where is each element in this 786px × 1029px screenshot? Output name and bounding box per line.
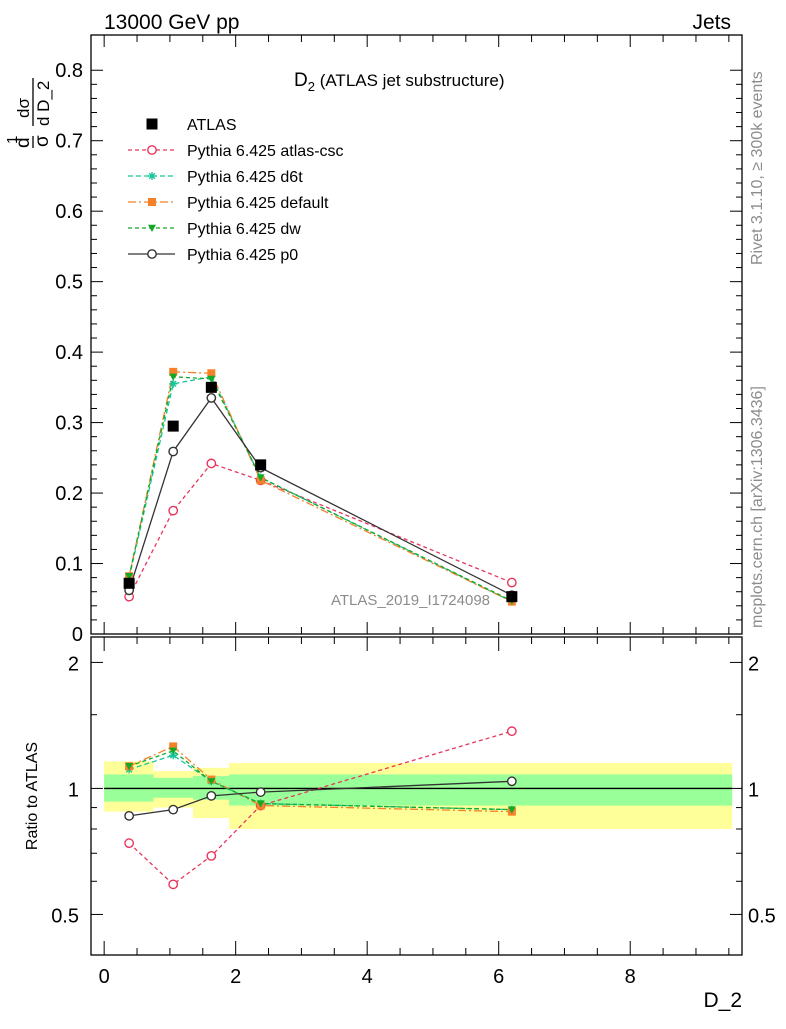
ratio-ytick-label-left: 0.5: [51, 905, 79, 927]
ratio-point-default: [169, 742, 178, 751]
main-ytick-label: 0.4: [55, 342, 83, 364]
main-point-default: [207, 369, 216, 378]
main-ytick-label: 0.8: [55, 60, 83, 82]
main-point-dw: [207, 375, 216, 383]
main-ytick-label: 0.2: [55, 483, 83, 505]
ratio-ytick-label-left: 2: [68, 653, 79, 675]
main-ytick-label: 0.3: [55, 413, 83, 435]
legend-label-atlas-csc: Pythia 6.425 atlas-csc: [187, 143, 344, 160]
main-frame-rect: [90, 34, 743, 635]
main-point-p0: [168, 446, 179, 457]
main-point-atlas: [506, 591, 518, 603]
main-point-dw: [169, 373, 178, 381]
main-ytick-label: 0: [72, 624, 83, 646]
ratio-point-atlas-csc: [124, 838, 135, 849]
main-point-atlas: [255, 459, 267, 471]
main-point-atlas-csc: [168, 505, 179, 516]
main-line-default: [128, 371, 513, 603]
ratio-point-p0: [124, 810, 135, 821]
star-stroke: [169, 380, 177, 388]
ratio-xtick-label: 4: [362, 966, 373, 988]
main-panel-series: [123, 367, 518, 606]
main-ytick-label: 0.5: [55, 272, 83, 294]
main-panel-frame: 0 0.1 0.2 0.3 0.4 0.5 0.6 0.7 0.8: [55, 34, 743, 646]
analysis-watermark: ATLAS_2019_I1724098: [331, 592, 490, 609]
ratio-point-dw: [125, 763, 134, 771]
svg-text:σ: σ: [32, 135, 53, 147]
ratio-point-p0: [255, 787, 266, 797]
legend-marker-atlas: [146, 118, 158, 130]
ratio-xtick-label: 8: [625, 966, 636, 988]
ratio-point-atlas-csc: [168, 879, 179, 890]
legend-marker-dw: [148, 224, 156, 232]
ratio-ytick-label-right: 2: [748, 653, 759, 675]
main-point-atlas: [123, 577, 135, 589]
svg-text:dσ: dσ: [14, 98, 33, 118]
main-point-atlas: [167, 420, 179, 432]
main-ytick-label: 0.1: [55, 554, 83, 576]
star-stroke: [148, 172, 156, 180]
main-point-p0: [206, 393, 217, 403]
main-point-dw: [256, 474, 265, 482]
mcplots-label: mcplots.cern.ch [arXiv:1306.3436]: [749, 386, 766, 628]
ratio-ytick-label-right: 1: [748, 779, 759, 801]
ratio-xtick-label: 6: [493, 966, 504, 988]
ratio-xtick-label: 0: [99, 966, 110, 988]
ratio-ytick-label-right: 0.5: [748, 905, 776, 927]
main-y-axis-label: 1/σ dσ/d D_2 d σ 1 dσ d D_2: [4, 78, 53, 148]
ratio-panel-frame: 0.5 0.5 1 1 2 2 0 2 4 6 8: [51, 636, 776, 988]
ratio-point-dw: [256, 800, 265, 808]
ratio-point-dw: [207, 778, 216, 786]
ratio-panel-series: [124, 726, 517, 890]
legend-label-default: Pythia 6.425 default: [187, 195, 329, 212]
rivet-label: Rivet 3.1.10, ≥ 300k events: [749, 71, 766, 265]
legend-marker-default: [148, 198, 156, 206]
legend: ATLAS Pythia 6.425 atlas-csc Pythia 6.425 …: [128, 117, 344, 264]
star-stroke: [169, 751, 177, 759]
main-point-dw: [125, 573, 134, 581]
ratio-point-atlas-csc: [506, 726, 517, 737]
ratio-y-axis-label: Ratio to ATLAS: [24, 742, 41, 850]
legend-marker-d6t: [148, 172, 156, 180]
main-point-default: [169, 367, 178, 376]
main-point-atlas-csc: [206, 458, 217, 469]
main-point-atlas: [205, 381, 217, 393]
x-axis-label: D_2: [703, 989, 742, 1012]
svg-text:d: d: [13, 137, 34, 148]
legend-marker-p0: [147, 249, 157, 259]
main-line-atlas-csc: [128, 462, 513, 597]
main-point-atlas-csc: [506, 577, 517, 588]
ratio-ytick-label-left: 1: [68, 779, 79, 801]
main-panel-title: D2 (ATLAS jet substructure): [294, 70, 505, 94]
ratio-point-dw: [507, 806, 516, 814]
svg-text:1: 1: [4, 136, 21, 144]
svg-text:d D_2: d D_2: [34, 81, 53, 126]
ratio-point-p0: [506, 776, 517, 787]
main-ytick-label: 0.6: [55, 201, 83, 223]
legend-label-p0: Pythia 6.425 p0: [187, 247, 298, 264]
ratio-line-dw: [128, 750, 512, 811]
main-line-p0: [128, 396, 513, 596]
ratio-xtick-label: 2: [230, 966, 241, 988]
header-right-label: Jets: [692, 11, 731, 34]
ratio-frame-rect: [90, 636, 743, 956]
legend-label-dw: Pythia 6.425 dw: [187, 221, 301, 238]
main-ytick-label: 0.7: [55, 131, 83, 153]
legend-label-atlas: ATLAS: [187, 117, 237, 134]
header-left-label: 13000 GeV pp: [104, 11, 239, 34]
main-line-d6t: [128, 376, 513, 603]
legend-label-d6t: Pythia 6.425 d6t: [187, 169, 303, 186]
ratio-point-p0: [168, 804, 179, 815]
main-line-dw: [128, 376, 513, 602]
ratio-point-dw: [169, 747, 178, 755]
ratio-point-atlas-csc: [206, 850, 217, 861]
legend-marker-atlas-csc: [147, 145, 157, 155]
ratio-point-p0: [206, 790, 217, 801]
main-point-d6t: [169, 379, 178, 388]
